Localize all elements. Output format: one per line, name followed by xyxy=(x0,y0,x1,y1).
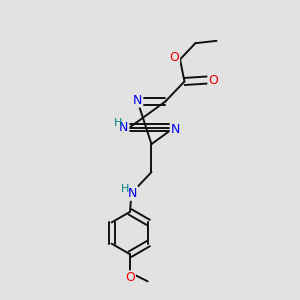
Text: N: N xyxy=(128,187,137,200)
Text: H: H xyxy=(121,184,129,194)
Text: O: O xyxy=(125,271,135,284)
Text: H: H xyxy=(114,118,122,128)
Text: N: N xyxy=(171,123,180,136)
Text: O: O xyxy=(169,50,179,64)
Text: N: N xyxy=(133,94,142,106)
Text: N: N xyxy=(119,121,128,134)
Text: O: O xyxy=(208,74,218,86)
